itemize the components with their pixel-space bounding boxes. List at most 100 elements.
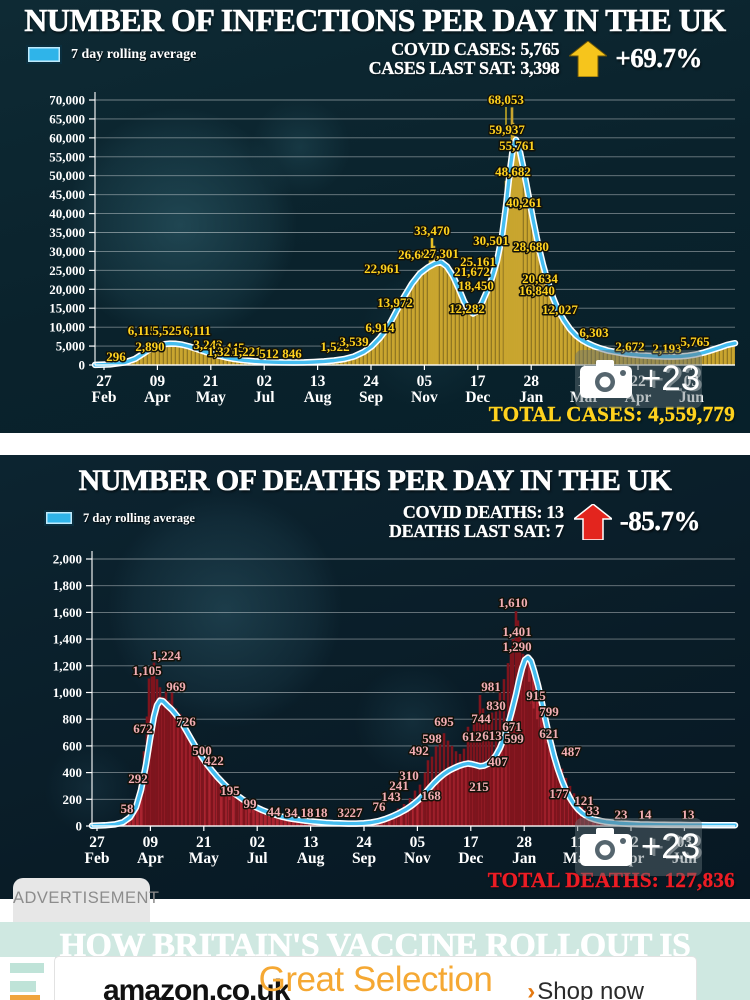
svg-text:Jul: Jul [254,389,275,406]
svg-text:2,000: 2,000 [53,552,82,567]
photo-gallery-badge[interactable]: +23 [575,350,702,408]
infections-stats: COVID CASES: 5,765 CASES LAST SAT: 3,398… [368,40,702,78]
svg-text:Jun: Jun [672,850,697,867]
svg-text:18,450: 18,450 [458,278,494,293]
svg-text:20,634: 20,634 [522,271,558,286]
svg-text:612: 612 [462,729,482,744]
svg-text:58: 58 [121,801,135,816]
svg-text:2,445: 2,445 [215,340,245,355]
deaths-chart-panel: 2,000 1,800 1,600 1,400 1,200 1,000 800 600 400 2… [0,455,750,899]
svg-text:13: 13 [303,834,319,851]
svg-text:55,761: 55,761 [499,138,535,153]
amazon-logo[interactable]: amazon.co.uk [103,974,290,1000]
svg-text:168: 168 [421,788,441,803]
svg-text:40,261: 40,261 [506,195,542,210]
svg-text:310: 310 [399,768,419,783]
svg-text:5,765: 5,765 [680,334,710,349]
infections-stat-lines: COVID CASES: 5,765 CASES LAST SAT: 3,398 [368,40,560,78]
svg-text:13: 13 [310,373,326,390]
svg-text:981: 981 [481,679,501,694]
svg-text:599: 599 [504,731,524,746]
amazon-ad-banner[interactable]: amazon.co.uk Great Selection ›Shop now [55,957,696,1000]
svg-text:Jan: Jan [519,389,544,406]
mini-bar [10,995,40,1000]
svg-text:1,221: 1,221 [232,344,261,359]
svg-text:59,937: 59,937 [489,122,525,137]
svg-text:1,200: 1,200 [53,658,82,673]
svg-text:65,000: 65,000 [49,111,85,126]
infections-title: NUMBER OF INFECTIONS PER DAY IN THE UK [24,2,726,39]
svg-text:0: 0 [79,358,86,373]
ad-tagline[interactable]: Great Selection [258,960,493,999]
svg-text:05: 05 [410,834,426,851]
svg-text:671: 671 [502,719,522,734]
svg-text:20,000: 20,000 [49,282,85,297]
svg-text:18: 18 [301,805,315,820]
svg-text:6,914: 6,914 [365,320,395,335]
svg-text:55,000: 55,000 [49,149,85,164]
svg-text:799: 799 [539,704,559,719]
photo-gallery-badge[interactable]: +23 [575,818,702,876]
svg-text:292: 292 [128,771,148,786]
svg-text:May: May [189,850,219,867]
svg-text:1,400: 1,400 [53,632,82,647]
svg-text:03: 03 [677,834,693,851]
svg-text:6,303: 6,303 [579,325,609,340]
svg-text:17: 17 [470,373,486,390]
infections-chart-panel: 70,000 65,000 60,000 55,000 50,000 45,000 40,0… [0,0,750,433]
svg-text:672: 672 [133,721,153,736]
svg-text:0: 0 [76,819,83,834]
shop-now-link[interactable]: ›Shop now [527,978,644,1000]
svg-text:21,672: 21,672 [454,264,490,279]
vaccine-chart-corner [0,957,55,1000]
svg-text:13: 13 [682,807,696,822]
svg-text:Nov: Nov [411,389,438,406]
svg-text:200: 200 [63,792,83,807]
svg-text:400: 400 [63,765,83,780]
up-arrow-icon [573,503,612,540]
svg-text:1,600: 1,600 [53,605,82,620]
cases-last-sat-stat: CASES LAST SAT: 3,398 [368,57,560,78]
svg-text:30,501: 30,501 [473,233,509,248]
svg-text:28,680: 28,680 [513,239,549,254]
svg-text:May: May [196,389,226,406]
total-cases: TOTAL CASES: 4,559,779 [488,402,735,426]
svg-text:744: 744 [471,711,491,726]
svg-text:14: 14 [639,807,653,822]
svg-text:1,401: 1,401 [502,624,531,639]
svg-text:27,301: 27,301 [423,246,459,261]
svg-text:Jan: Jan [512,850,537,867]
svg-text:500: 500 [192,743,212,758]
svg-text:487: 487 [561,744,581,759]
svg-text:23: 23 [615,807,629,822]
svg-text:1,610: 1,610 [498,595,527,610]
svg-text:Jul: Jul [247,850,268,867]
svg-text:13,972: 13,972 [377,295,413,310]
svg-text:1,290: 1,290 [502,639,531,654]
svg-text:16,840: 16,840 [519,283,555,298]
svg-text:Nov: Nov [404,850,431,867]
svg-text:830: 830 [486,698,506,713]
svg-text:22: 22 [630,373,646,390]
mini-bar [10,963,44,973]
advertisement-label: ADVERTISEMENT [13,878,159,922]
svg-text:35,000: 35,000 [49,225,85,240]
svg-text:726: 726 [176,714,196,729]
svg-text:241: 241 [389,778,409,793]
deaths-legend: 7 day rolling average [44,510,195,526]
rolling-average-swatch-icon [26,45,62,64]
total-deaths: TOTAL DEATHS: 127,836 [487,868,735,892]
svg-text:Apr: Apr [137,850,164,867]
svg-text:50,000: 50,000 [49,168,85,183]
svg-text:598: 598 [422,731,442,746]
svg-text:60,000: 60,000 [49,130,85,145]
svg-text:15,000: 15,000 [49,301,85,316]
svg-text:5,000: 5,000 [56,339,85,354]
deaths-chart: 2,000 1,800 1,600 1,400 1,200 1,000 800 600 400 2… [53,551,739,867]
svg-text:45,000: 45,000 [49,187,85,202]
svg-text:27: 27 [89,834,105,851]
svg-text:2,890: 2,890 [135,339,164,354]
svg-text:Apr: Apr [144,389,171,406]
svg-text:6,111: 6,111 [183,323,211,338]
